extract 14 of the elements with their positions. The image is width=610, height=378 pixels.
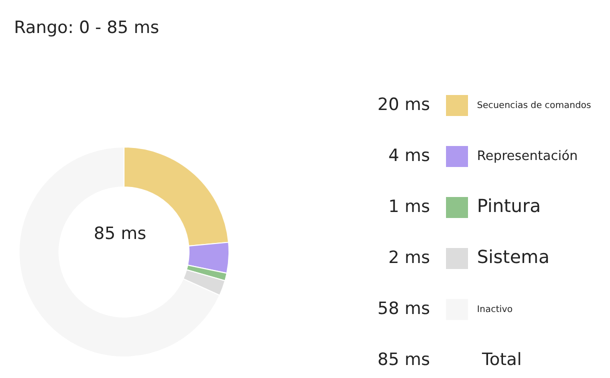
data-label: 20 ms — [378, 95, 430, 115]
data-label: 58 ms — [378, 299, 430, 319]
text: 85 ms — [94, 224, 146, 244]
legend-label: Secuencias de comandos — [477, 101, 592, 111]
legend-label: Representación — [477, 149, 578, 164]
text: 85 ms — [378, 350, 430, 370]
legend-label: Inactivo — [477, 305, 514, 315]
data-label: 4 ms — [388, 146, 430, 166]
data-label: 2 ms — [388, 248, 430, 268]
legend-label: Sistema — [477, 247, 550, 268]
legend-label: Pintura — [477, 196, 541, 217]
chart-title: Rango: 0 - 85 ms — [14, 18, 160, 38]
data-label: 1 ms — [388, 197, 430, 217]
text: Total — [481, 350, 522, 370]
